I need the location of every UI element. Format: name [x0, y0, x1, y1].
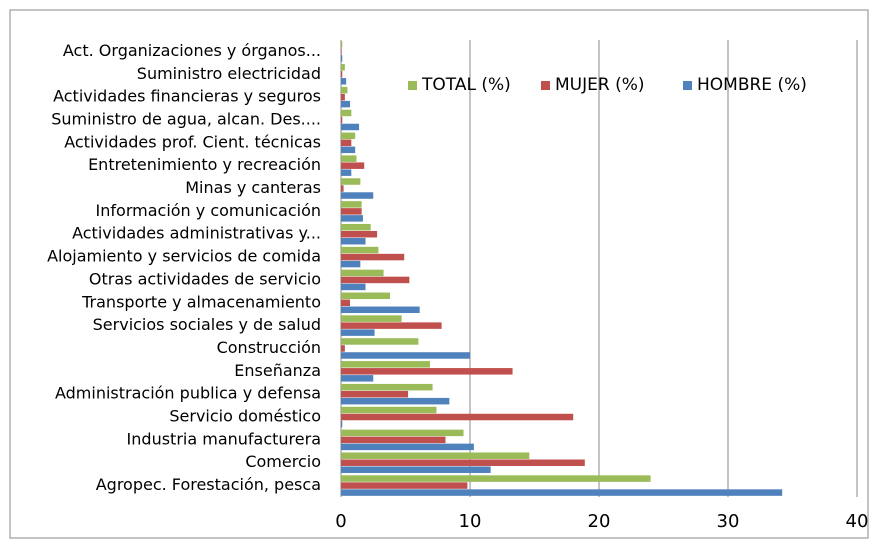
bar	[341, 260, 361, 268]
y-tick-label: Industria manufacturera	[127, 429, 321, 448]
bar	[341, 482, 468, 489]
bar	[341, 230, 378, 238]
bar	[341, 329, 375, 336]
y-tick-label: Actividades administrativas y...	[72, 224, 321, 243]
y-tick-label: Comercio	[245, 452, 321, 471]
legend-swatch	[683, 81, 692, 90]
y-tick-label: Información y comunicación	[96, 201, 321, 220]
legend-swatch	[541, 81, 550, 90]
legend-swatch	[408, 81, 417, 90]
y-tick-label: Alojamiento y servicios de comida	[47, 247, 321, 266]
bar	[341, 237, 366, 245]
bar	[341, 299, 351, 307]
y-tick-label: Actividades financieras y seguros	[53, 87, 321, 106]
bar	[341, 55, 343, 62]
bar	[341, 93, 345, 101]
bar	[341, 208, 362, 215]
bar	[341, 306, 420, 314]
bar	[341, 109, 352, 117]
bar	[341, 269, 384, 277]
bar	[341, 162, 365, 169]
y-tick-label: Transporte y almacenamiento	[81, 292, 321, 311]
bar	[341, 71, 343, 78]
bar	[341, 420, 343, 428]
bar	[341, 475, 651, 482]
bar	[341, 375, 374, 382]
bar	[341, 41, 343, 48]
bar	[341, 368, 513, 375]
bar	[341, 169, 352, 176]
bar	[341, 64, 345, 71]
bar	[341, 253, 405, 261]
bar	[341, 246, 379, 254]
y-tick-label: Otras actividades de servicio	[89, 269, 321, 288]
x-tick-label: 40	[846, 511, 869, 532]
bar	[341, 452, 530, 459]
bar	[341, 223, 371, 231]
bar	[341, 185, 344, 192]
bar	[341, 155, 357, 162]
y-tick-label: Administración publica y defensa	[55, 384, 321, 403]
bar	[341, 283, 366, 291]
y-tick-label: Act. Organizaciones y órganos...	[63, 41, 321, 60]
legend-label: MUJER (%)	[555, 75, 645, 95]
bar	[341, 345, 345, 352]
bar	[341, 352, 470, 359]
legend-label: TOTAL (%)	[421, 75, 511, 95]
bar	[341, 139, 352, 147]
y-tick-label: Actividades prof. Cient. técnicas	[64, 132, 321, 151]
bar	[341, 48, 342, 55]
bar	[341, 86, 348, 94]
bar	[341, 146, 356, 154]
bar	[341, 215, 363, 222]
bar	[341, 123, 360, 131]
bar	[341, 459, 585, 466]
bar	[341, 436, 446, 444]
y-tick-label: Agropec. Forestación, pesca	[96, 475, 321, 494]
bar	[341, 390, 409, 398]
bar	[341, 413, 574, 421]
bar	[341, 322, 442, 329]
bar	[341, 429, 464, 437]
y-tick-label: Entretenimiento y recreación	[88, 155, 321, 174]
bar	[341, 78, 347, 85]
bar	[341, 489, 783, 496]
bar	[341, 100, 351, 108]
bar	[341, 397, 450, 405]
bar	[341, 315, 402, 322]
bar	[341, 361, 431, 368]
y-tick-label: Servicios sociales y de salud	[93, 315, 321, 334]
bar	[341, 443, 474, 451]
y-tick-label: Servicio doméstico	[169, 407, 321, 426]
bar	[341, 383, 433, 391]
bar	[341, 338, 419, 345]
x-tick-label: 0	[335, 511, 346, 532]
legend-label: HOMBRE (%)	[697, 75, 807, 95]
bar	[341, 201, 362, 208]
bar	[341, 466, 491, 473]
bar	[341, 406, 437, 414]
y-tick-label: Suministro electricidad	[137, 64, 321, 83]
x-tick-label: 10	[459, 511, 482, 532]
bar	[341, 178, 361, 185]
bar	[341, 292, 391, 300]
y-tick-label: Enseñanza	[234, 361, 321, 380]
y-tick-label: Minas y canteras	[185, 178, 321, 197]
y-tick-label: Construcción	[217, 338, 321, 357]
bar	[341, 192, 374, 199]
bar	[341, 276, 410, 284]
x-tick-label: 20	[588, 511, 611, 532]
bar	[341, 116, 343, 124]
y-tick-label: Suministro de agua, alcan. Des....	[51, 109, 321, 128]
bar	[341, 132, 356, 140]
x-tick-label: 30	[717, 511, 740, 532]
